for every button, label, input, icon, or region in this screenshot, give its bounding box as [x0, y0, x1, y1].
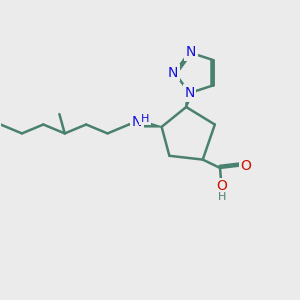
Polygon shape	[186, 92, 193, 107]
Text: N: N	[168, 66, 178, 80]
Text: H: H	[141, 114, 149, 124]
Text: N: N	[186, 45, 196, 59]
Text: O: O	[241, 158, 252, 172]
Text: N: N	[184, 86, 195, 100]
Text: O: O	[216, 179, 227, 193]
Text: N: N	[132, 116, 142, 129]
Polygon shape	[142, 121, 162, 127]
Text: H: H	[218, 192, 226, 202]
